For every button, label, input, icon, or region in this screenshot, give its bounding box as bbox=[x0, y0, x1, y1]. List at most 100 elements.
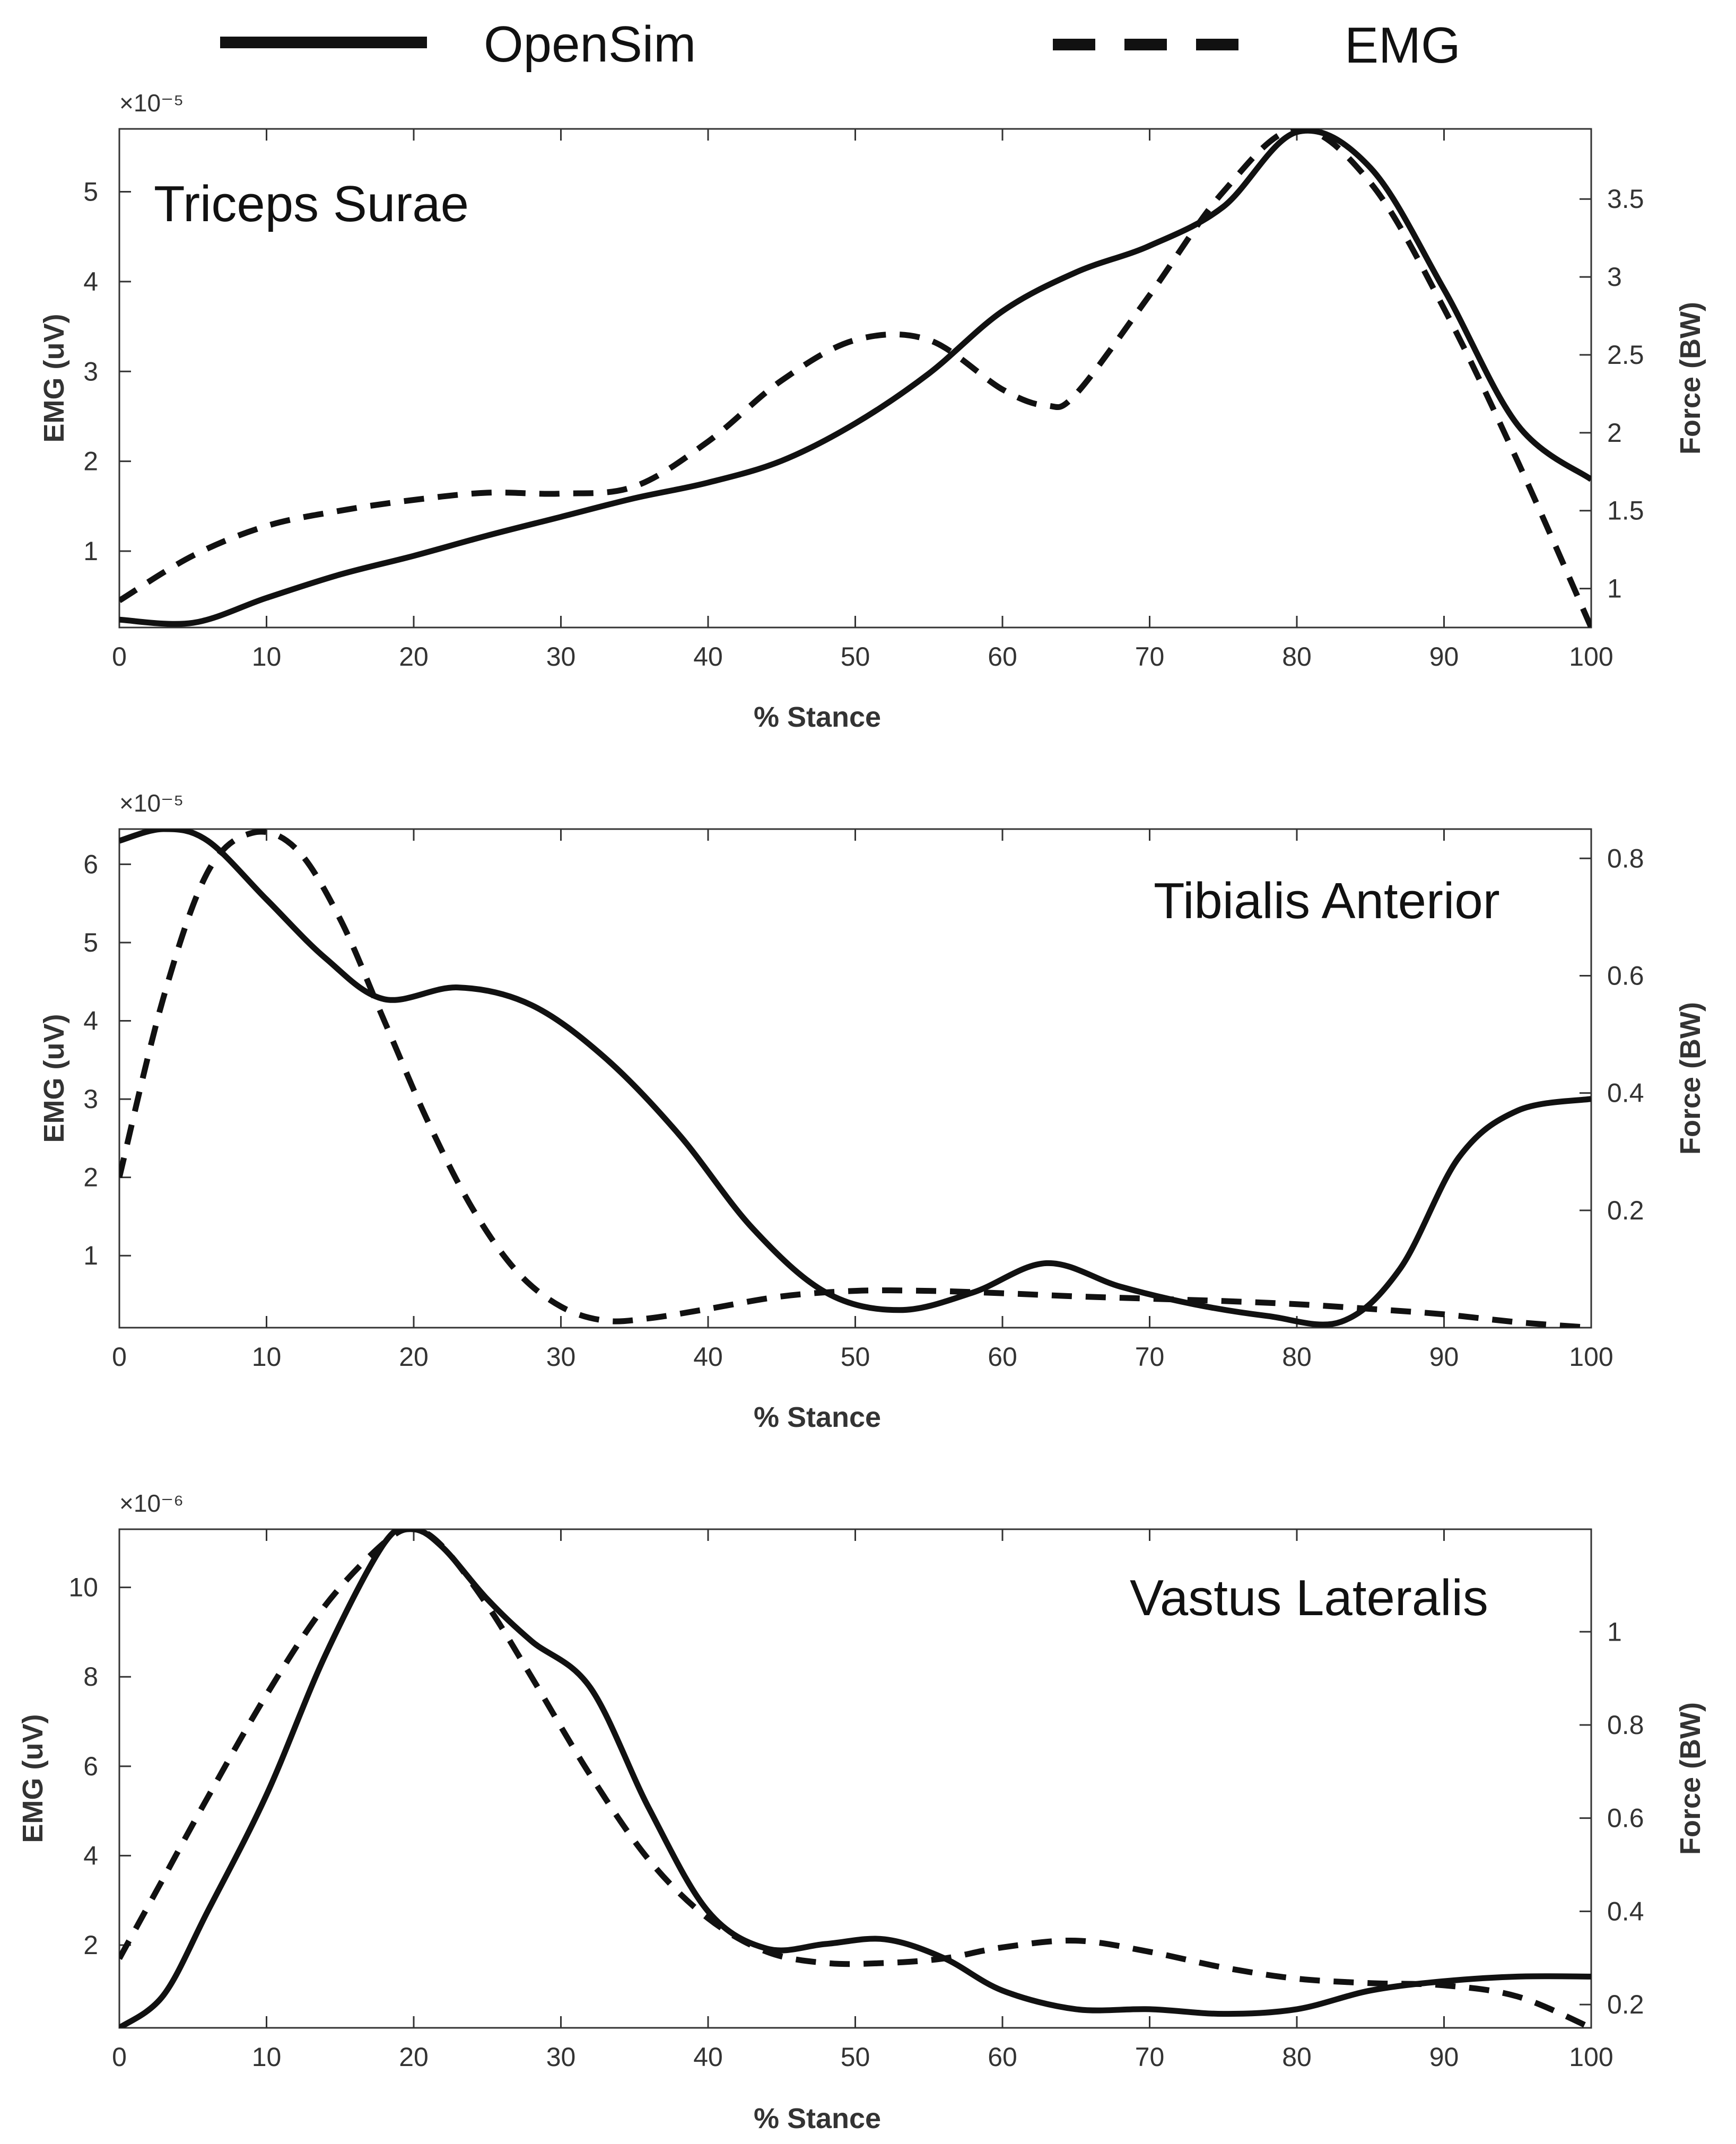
force-axis-ticks: 1 1.5 2 2.5 3 3.5 bbox=[1580, 184, 1644, 604]
y2-tick-label: 2.5 bbox=[1607, 340, 1644, 370]
x-tick-label: 30 bbox=[546, 642, 576, 672]
x-tick-label: 60 bbox=[988, 1342, 1017, 1372]
x-tick-label: 100 bbox=[1569, 642, 1613, 672]
x-tick-label: 40 bbox=[693, 642, 723, 672]
x-tick-label: 60 bbox=[988, 2042, 1017, 2072]
emg-series-line bbox=[119, 129, 1591, 627]
x-tick-label: 80 bbox=[1282, 642, 1312, 672]
x-tick-label: 10 bbox=[252, 1342, 282, 1372]
legend-opensim-label: OpenSim bbox=[484, 16, 696, 73]
emg-axis-ticks: 1 2 3 4 5 6 bbox=[83, 849, 131, 1270]
x-tick-label: 80 bbox=[1282, 2042, 1312, 2072]
y-tick-label: 6 bbox=[83, 849, 98, 879]
emg-axis-ticks: 1 2 3 4 5 bbox=[83, 177, 131, 566]
force-axis-ticks: 0.2 0.4 0.6 0.8 bbox=[1580, 843, 1644, 1225]
exponent-label: ×10⁻⁵ bbox=[119, 789, 184, 817]
x-tick-label: 70 bbox=[1135, 2042, 1165, 2072]
exponent-label: ×10⁻⁶ bbox=[119, 1489, 184, 1517]
x-axis-label: % Stance bbox=[754, 701, 881, 733]
x-tick-label: 0 bbox=[112, 642, 127, 672]
y-tick-label: 6 bbox=[83, 1751, 98, 1781]
y-tick-label: 4 bbox=[83, 1841, 98, 1870]
y-tick-label: 3 bbox=[83, 1084, 98, 1114]
y2-tick-label: 0.8 bbox=[1607, 843, 1644, 873]
emg-axis-ticks: 2 4 6 8 10 bbox=[68, 1573, 131, 1960]
y-tick-label: 5 bbox=[83, 928, 98, 957]
x-tick-label: 40 bbox=[693, 2042, 723, 2072]
y2-tick-label: 2 bbox=[1607, 418, 1622, 448]
x-tick-label: 90 bbox=[1429, 642, 1459, 672]
panel-title: Tibialis Anterior bbox=[1154, 873, 1500, 929]
y2-tick-label: 1 bbox=[1607, 574, 1622, 604]
x-tick-label: 50 bbox=[841, 2042, 870, 2072]
x-tick-label: 100 bbox=[1569, 2042, 1613, 2072]
y2-tick-label: 0.4 bbox=[1607, 1896, 1644, 1926]
series-lines bbox=[119, 829, 1591, 1328]
y2-axis-label: Force (BW) bbox=[1674, 302, 1706, 455]
y-tick-label: 3 bbox=[83, 356, 98, 386]
y2-axis-label: Force (BW) bbox=[1674, 1702, 1706, 1855]
x-axis-ticks: 0 10 20 30 40 50 60 70 80 90 100 bbox=[112, 1529, 1613, 2072]
legend-emg-label: EMG bbox=[1345, 17, 1461, 74]
y-tick-label: 1 bbox=[83, 1241, 98, 1270]
x-tick-label: 100 bbox=[1569, 1342, 1613, 1372]
y-tick-label: 2 bbox=[83, 447, 98, 476]
x-axis-ticks: 0 10 20 30 40 50 60 70 80 90 100 bbox=[112, 129, 1613, 672]
series-lines bbox=[119, 1529, 1591, 2028]
y2-tick-label: 1.5 bbox=[1607, 496, 1644, 526]
panel-title: Triceps Surae bbox=[154, 176, 469, 232]
y-tick-label: 2 bbox=[83, 1163, 98, 1192]
y2-tick-label: 0.4 bbox=[1607, 1078, 1644, 1108]
x-tick-label: 10 bbox=[252, 642, 282, 672]
y-tick-label: 2 bbox=[83, 1930, 98, 1960]
y2-tick-label: 0.2 bbox=[1607, 1196, 1644, 1225]
legend: OpenSim EMG bbox=[220, 16, 1461, 74]
y2-tick-label: 1 bbox=[1607, 1617, 1622, 1646]
panel-triceps-surae: 1 2 3 4 5 1 1.5 2 2.5 3 3.5 0 10 20 30 40 50 60 70 80 90 10… bbox=[38, 89, 1706, 733]
x-tick-label: 20 bbox=[399, 1342, 429, 1372]
series-lines bbox=[119, 129, 1591, 627]
y2-tick-label: 3.5 bbox=[1607, 184, 1644, 214]
y-tick-label: 4 bbox=[83, 267, 98, 297]
x-tick-label: 0 bbox=[112, 1342, 127, 1372]
x-tick-label: 70 bbox=[1135, 1342, 1165, 1372]
y-axis-label: EMG (uV) bbox=[38, 314, 70, 443]
emg-series-line bbox=[119, 1529, 1591, 2028]
panel-tibialis-anterior: 1 2 3 4 5 6 0.2 0.4 0.6 0.8 0 10 20 30 40 50 60 70 80 90 1… bbox=[38, 789, 1706, 1433]
emg-series-line bbox=[119, 829, 1591, 1328]
force-axis-ticks: 0.2 0.4 0.6 0.8 1 bbox=[1580, 1617, 1644, 2019]
x-axis-ticks: 0 10 20 30 40 50 60 70 80 90 100 bbox=[112, 829, 1613, 1372]
y2-tick-label: 3 bbox=[1607, 262, 1622, 292]
y2-tick-label: 0.8 bbox=[1607, 1710, 1644, 1740]
opensim-series-line bbox=[119, 1529, 1591, 2028]
x-axis-label: % Stance bbox=[754, 2103, 881, 2134]
y2-tick-label: 0.6 bbox=[1607, 961, 1644, 990]
x-tick-label: 0 bbox=[112, 2042, 127, 2072]
y-axis-label: EMG (uV) bbox=[17, 1714, 49, 1843]
x-tick-label: 40 bbox=[693, 1342, 723, 1372]
opensim-series-line bbox=[119, 129, 1591, 627]
panel-vastus-lateralis: 2 4 6 8 10 0.2 0.4 0.6 0.8 1 0 10 20 30 40 50 60 70 80 90… bbox=[17, 1489, 1706, 2134]
x-tick-label: 70 bbox=[1135, 642, 1165, 672]
x-axis-label: % Stance bbox=[754, 1401, 881, 1433]
y-tick-label: 1 bbox=[83, 536, 98, 566]
x-tick-label: 60 bbox=[988, 642, 1017, 672]
x-tick-label: 30 bbox=[546, 2042, 576, 2072]
y-tick-label: 5 bbox=[83, 177, 98, 207]
x-tick-label: 30 bbox=[546, 1342, 576, 1372]
y2-tick-label: 0.6 bbox=[1607, 1803, 1644, 1833]
y2-axis-label: Force (BW) bbox=[1674, 1002, 1706, 1155]
x-tick-label: 80 bbox=[1282, 1342, 1312, 1372]
x-tick-label: 20 bbox=[399, 642, 429, 672]
y-tick-label: 4 bbox=[83, 1006, 98, 1036]
x-tick-label: 50 bbox=[841, 642, 870, 672]
x-tick-label: 90 bbox=[1429, 1342, 1459, 1372]
exponent-label: ×10⁻⁵ bbox=[119, 89, 184, 117]
y-tick-label: 8 bbox=[83, 1662, 98, 1692]
y-axis-label: EMG (uV) bbox=[38, 1014, 70, 1143]
x-tick-label: 50 bbox=[841, 1342, 870, 1372]
panel-title: Vastus Lateralis bbox=[1130, 1570, 1488, 1626]
y-tick-label: 10 bbox=[68, 1573, 98, 1602]
y2-tick-label: 0.2 bbox=[1607, 1990, 1644, 2019]
